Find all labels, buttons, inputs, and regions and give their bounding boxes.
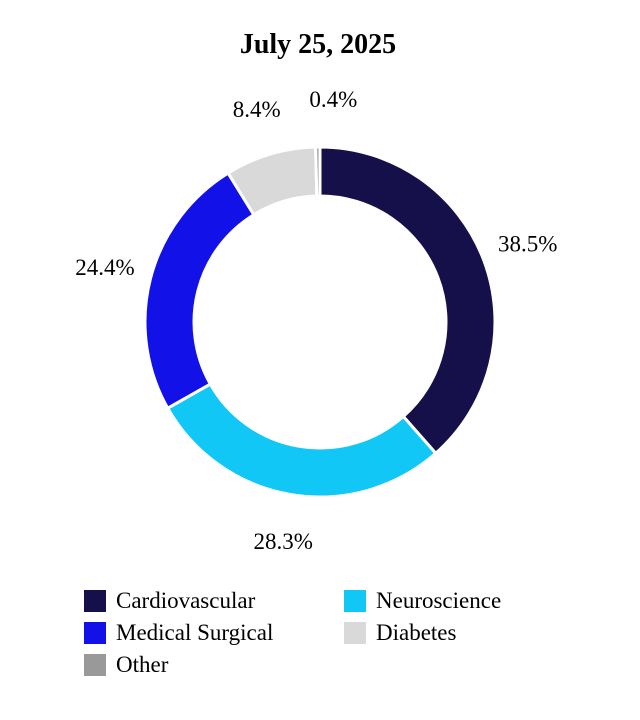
- slice-cardiovascular: [318, 145, 497, 456]
- slice-label-other: 0.4%: [309, 87, 357, 112]
- slice-neuroscience: [165, 382, 438, 499]
- legend-item-diabetes: Diabetes: [344, 618, 456, 648]
- slice-label-diabetes: 8.4%: [233, 97, 281, 122]
- legend-swatch-medical-surgical: [84, 622, 106, 644]
- slice-other: [314, 145, 322, 198]
- legend-item-cardiovascular: Cardiovascular: [84, 586, 255, 616]
- slice-labels: 38.5% 28.3% 24.4% 8.4% 0.4%: [75, 87, 557, 554]
- legend-label-other: Other: [116, 652, 169, 677]
- chart-title: July 25, 2025: [240, 29, 396, 60]
- slice-label-medical-surgical: 24.4%: [75, 255, 134, 280]
- legend-item-neuroscience: Neuroscience: [344, 586, 501, 616]
- legend-label-diabetes: Diabetes: [376, 620, 457, 645]
- legend-label-medical-surgical: Medical Surgical: [116, 620, 274, 645]
- legend-item-medical-surgical: Medical Surgical: [84, 618, 273, 648]
- legend-item-other: Other: [84, 650, 168, 680]
- legend-label-cardiovascular: Cardiovascular: [116, 588, 256, 613]
- slice-label-neuroscience: 28.3%: [253, 529, 312, 554]
- legend-swatch-cardiovascular: [84, 590, 106, 612]
- legend-swatch-neuroscience: [344, 590, 366, 612]
- slice-label-cardiovascular: 38.5%: [498, 232, 557, 257]
- legend-label-neuroscience: Neuroscience: [376, 588, 502, 613]
- slice-medical-surgical: [143, 171, 256, 411]
- legend-swatch-diabetes: [344, 622, 366, 644]
- donut-slices: [143, 145, 497, 499]
- legend-swatch-other: [84, 654, 106, 676]
